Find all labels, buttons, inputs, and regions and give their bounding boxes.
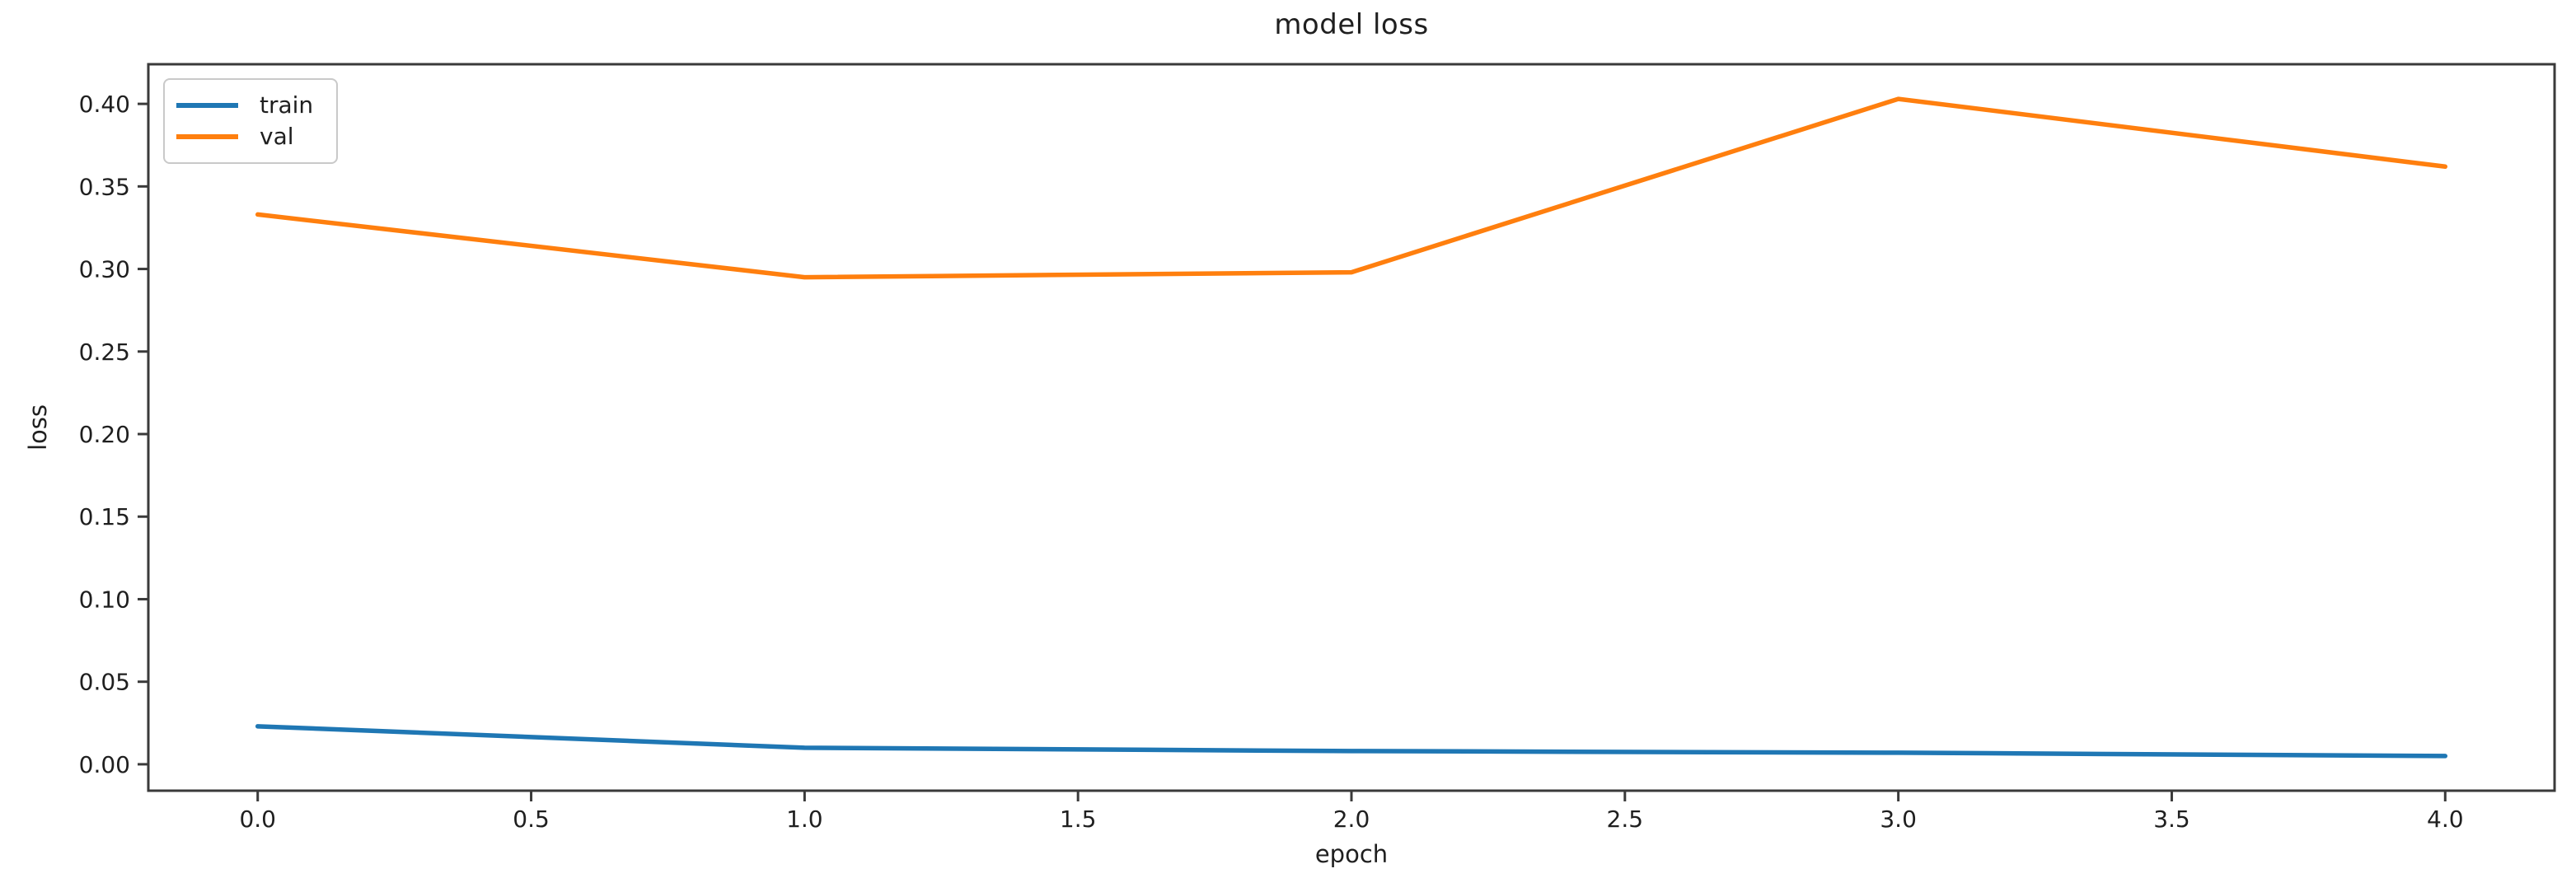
y-tick-label: 0.35	[79, 173, 130, 200]
x-tick-label: 3.5	[2153, 806, 2190, 833]
x-tick-label: 2.5	[1607, 806, 1644, 833]
y-tick-label: 0.20	[79, 421, 130, 448]
x-axis-label: epoch	[1314, 840, 1389, 868]
y-tick-label: 0.40	[79, 91, 130, 118]
val-line	[255, 96, 2448, 280]
train-line	[255, 724, 2448, 759]
x-tick-label: 0.5	[513, 806, 550, 833]
y-tick-label: 0.10	[79, 586, 130, 613]
y-tick-label: 0.00	[79, 751, 130, 778]
y-tick-label: 0.05	[79, 669, 130, 696]
y-axis-label: loss	[24, 404, 52, 451]
y-tick-label: 0.15	[79, 503, 130, 530]
axes-spines	[147, 63, 2556, 792]
x-tick-label: 3.0	[1880, 806, 1917, 833]
x-tick-label: 1.5	[1060, 806, 1097, 833]
train-line-swatch	[176, 103, 238, 108]
legend-item-train: train	[176, 90, 325, 121]
x-tick-label: 1.0	[786, 806, 823, 833]
legend-label-val: val	[260, 123, 294, 150]
legend-label-train: train	[260, 91, 314, 119]
x-tick-label: 4.0	[2427, 806, 2464, 833]
x-tick-label: 2.0	[1333, 806, 1370, 833]
legend: train val	[163, 78, 338, 164]
val-line-swatch	[176, 134, 238, 139]
y-tick-label: 0.25	[79, 339, 130, 366]
legend-item-val: val	[176, 121, 325, 152]
chart-title: model loss	[1274, 8, 1429, 41]
x-tick-label: 0.0	[239, 806, 276, 833]
y-tick-label: 0.30	[79, 256, 130, 283]
